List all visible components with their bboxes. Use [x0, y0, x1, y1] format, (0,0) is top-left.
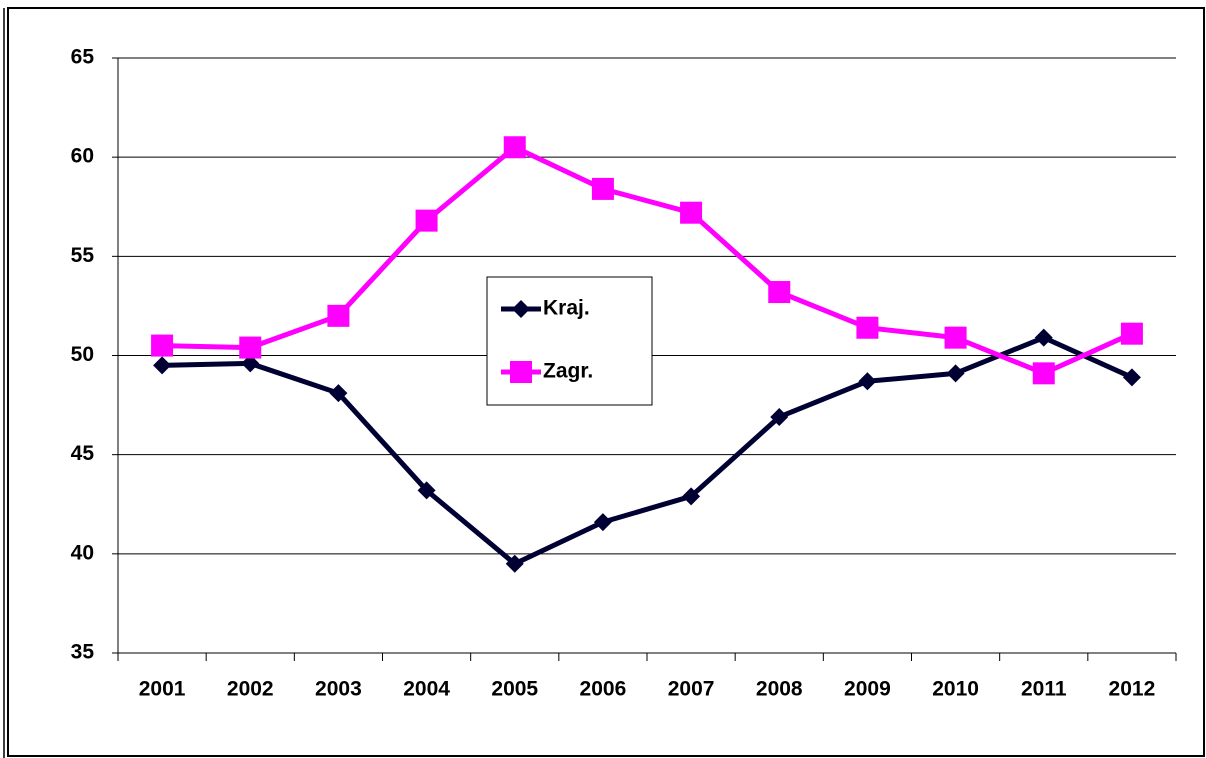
point	[680, 201, 703, 224]
point	[856, 316, 879, 339]
x-tick-label: 2004	[403, 678, 450, 701]
x-tick-label: 2012	[1109, 678, 1156, 701]
point	[239, 336, 262, 359]
point	[770, 407, 789, 426]
point	[327, 304, 350, 327]
x-tick-label: 2009	[844, 678, 891, 701]
point	[944, 326, 967, 349]
y-tick-label: 60	[71, 145, 94, 168]
y-tick-label: 55	[71, 244, 95, 267]
point	[503, 136, 526, 159]
x-tick-label: 2006	[580, 678, 627, 701]
y-tick-label: 45	[71, 442, 95, 465]
x-tick-label: 2010	[932, 678, 979, 701]
legend-label: Kraj.	[543, 297, 590, 320]
point	[505, 554, 524, 573]
legend-marker	[510, 361, 532, 383]
legend-marker	[512, 300, 530, 318]
point	[153, 356, 172, 375]
series-line	[162, 335, 1133, 567]
y-tick-label: 35	[71, 641, 95, 664]
x-tick-label: 2008	[756, 678, 803, 701]
point	[1120, 322, 1143, 345]
point	[1034, 328, 1053, 347]
point	[241, 354, 260, 373]
point	[591, 177, 614, 200]
point	[858, 372, 877, 391]
point	[1032, 362, 1055, 385]
point	[946, 364, 965, 383]
point	[151, 334, 174, 357]
x-tick-label: 2001	[139, 678, 186, 701]
point	[1122, 368, 1141, 387]
point	[329, 384, 348, 403]
point	[593, 513, 612, 532]
y-tick-label: 40	[71, 541, 94, 564]
frame	[7, 7, 1205, 757]
point	[415, 209, 438, 232]
x-tick-label: 2011	[1021, 678, 1067, 701]
point	[768, 281, 791, 304]
x-tick-label: 2007	[668, 678, 715, 701]
point	[417, 481, 436, 500]
series-line	[162, 144, 1133, 376]
y-tick-label: 65	[71, 46, 95, 69]
y-tick-label: 50	[71, 343, 94, 366]
legend-box	[486, 276, 653, 406]
x-tick-label: 2005	[491, 678, 538, 701]
point	[682, 487, 701, 506]
x-tick-label: 2003	[315, 678, 362, 701]
x-tick-label: 2002	[227, 678, 274, 701]
legend-label: Zagr.	[543, 360, 593, 383]
